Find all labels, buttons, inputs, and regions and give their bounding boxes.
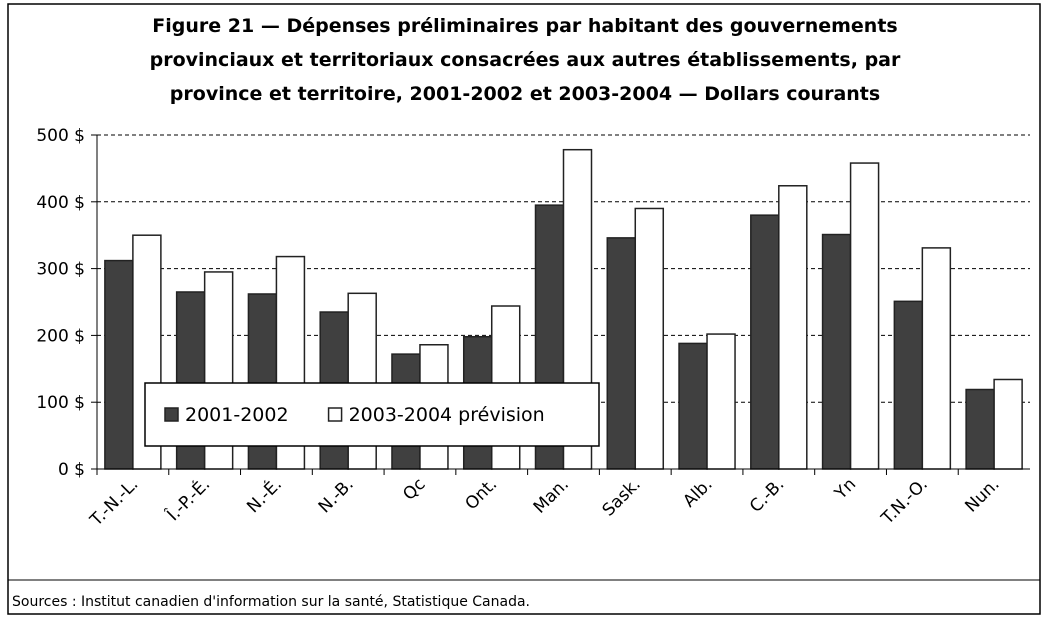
legend-label: 2003-2004 prévision <box>349 404 545 426</box>
y-tick-label: 0 $ <box>58 460 85 480</box>
y-tick-label: 500 $ <box>36 126 85 146</box>
y-tick-label: 300 $ <box>36 260 85 280</box>
bar <box>921 247 952 470</box>
bar <box>678 342 708 470</box>
bar <box>821 233 852 470</box>
legend-box <box>144 382 600 447</box>
legend-swatch <box>327 407 343 422</box>
legend-swatch <box>164 407 179 422</box>
bar <box>778 185 808 470</box>
bar <box>849 162 880 470</box>
bar <box>104 259 134 470</box>
bar <box>893 300 924 470</box>
chart-title: provinciaux et territoriaux consacrées a… <box>150 49 901 71</box>
bar <box>750 214 780 470</box>
chart-title: Figure 21 — Dépenses préliminaires par h… <box>152 15 897 37</box>
chart-title: province et territoire, 2001-2002 et 200… <box>170 83 880 105</box>
legend-label: 2001-2002 <box>185 404 289 426</box>
bar <box>606 237 637 470</box>
bar <box>965 388 995 470</box>
source-note: Sources : Institut canadien d'informatio… <box>12 594 530 610</box>
bar <box>993 378 1023 470</box>
y-tick-label: 100 $ <box>36 393 85 413</box>
y-tick-label: 200 $ <box>36 326 85 346</box>
legend: 2001-2002 2003-2004 prévision <box>144 382 600 447</box>
y-tick-label: 400 $ <box>36 193 85 213</box>
bar <box>706 333 736 470</box>
bar <box>634 207 665 470</box>
